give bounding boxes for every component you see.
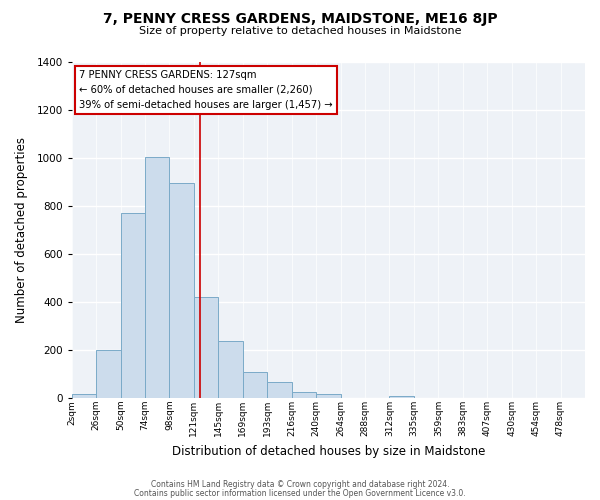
Text: 7 PENNY CRESS GARDENS: 127sqm
← 60% of detached houses are smaller (2,260)
39% o: 7 PENNY CRESS GARDENS: 127sqm ← 60% of d… xyxy=(79,70,333,110)
Bar xyxy=(169,183,194,398)
Bar xyxy=(316,394,341,398)
Bar xyxy=(218,340,243,398)
Y-axis label: Number of detached properties: Number of detached properties xyxy=(15,137,28,323)
Bar xyxy=(194,298,218,398)
Bar xyxy=(145,156,169,398)
Bar xyxy=(292,392,316,398)
Bar xyxy=(71,394,96,398)
Text: Contains HM Land Registry data © Crown copyright and database right 2024.: Contains HM Land Registry data © Crown c… xyxy=(151,480,449,489)
Bar xyxy=(243,372,267,398)
Text: Size of property relative to detached houses in Maidstone: Size of property relative to detached ho… xyxy=(139,26,461,36)
Bar xyxy=(389,396,414,398)
Bar xyxy=(96,350,121,399)
Bar xyxy=(121,213,145,398)
Bar xyxy=(267,382,292,398)
Text: Contains public sector information licensed under the Open Government Licence v3: Contains public sector information licen… xyxy=(134,488,466,498)
Text: 7, PENNY CRESS GARDENS, MAIDSTONE, ME16 8JP: 7, PENNY CRESS GARDENS, MAIDSTONE, ME16 … xyxy=(103,12,497,26)
X-axis label: Distribution of detached houses by size in Maidstone: Distribution of detached houses by size … xyxy=(172,444,485,458)
